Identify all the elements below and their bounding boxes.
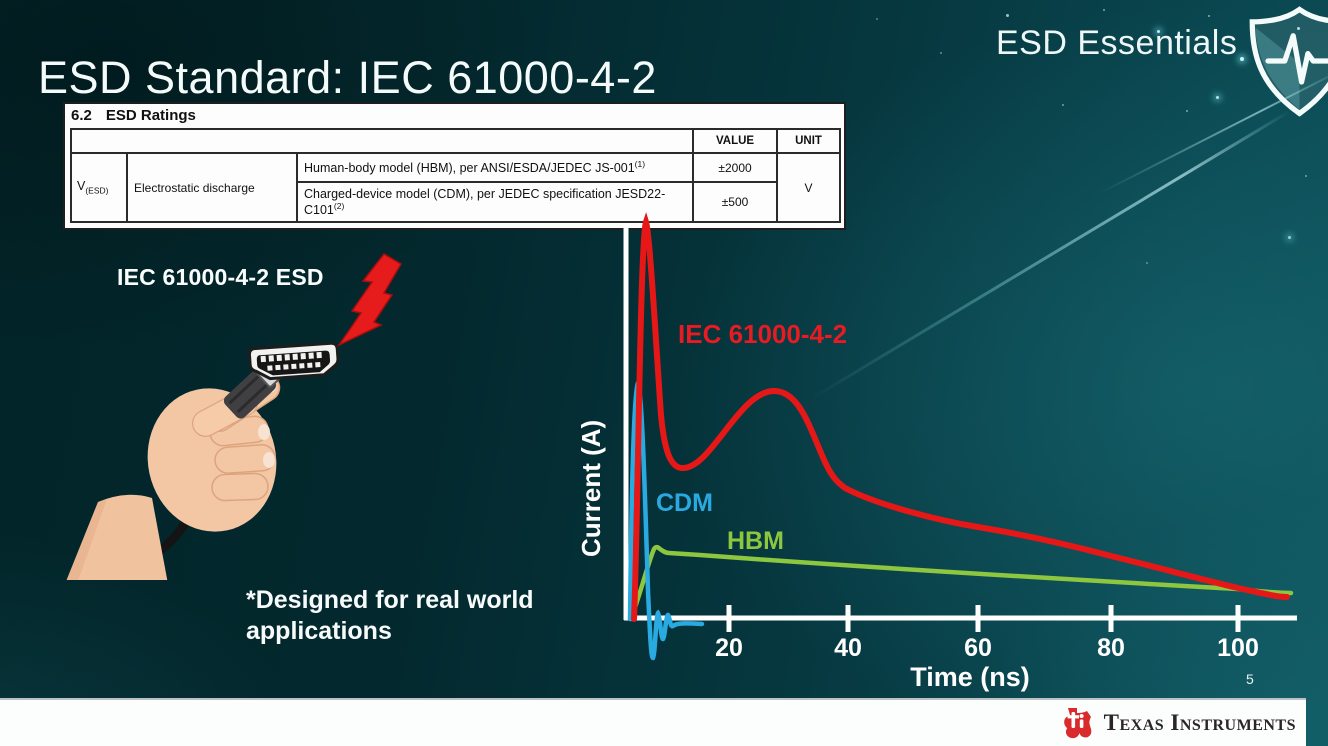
- hbm-description-cell: Human-body model (HBM), per ANSI/ESDA/JE…: [295, 152, 695, 183]
- ti-logo-text: Texas Instruments: [1103, 710, 1296, 735]
- ti-logo-icon: [1063, 708, 1091, 739]
- series-brand-label: ESD Essentials: [996, 24, 1238, 62]
- footnote-text: *Designed for real world applications: [246, 586, 534, 646]
- shield-pulse-icon: [1249, 6, 1328, 117]
- page-number: 5: [1246, 671, 1254, 687]
- hdmi-connector: [247, 341, 340, 381]
- footer-bar: Texas Instruments: [0, 698, 1306, 746]
- tick-label-60: 60: [964, 634, 992, 662]
- series-label-cdm: CDM: [656, 489, 713, 517]
- y-axis-label: Current (A): [576, 420, 606, 557]
- iec-curve: [631, 212, 1290, 622]
- section-name: ESD Ratings: [105, 107, 196, 124]
- unit-cell: V: [776, 152, 842, 223]
- lightning-bolt-icon: [336, 253, 403, 347]
- table-section-title: 6.2 ESD Ratings: [70, 106, 839, 128]
- parameter-name-cell: Electrostatic discharge: [126, 152, 298, 223]
- x-axis-label: Time (ns): [910, 662, 1030, 692]
- ratings-grid: VALUE UNIT V(ESD) Electrostatic discharg…: [69, 128, 842, 223]
- axis-ticks: [726, 605, 1241, 632]
- tick-label-80: 80: [1097, 634, 1125, 662]
- tick-label-40: 40: [834, 634, 862, 662]
- section-number: 6.2: [71, 107, 92, 124]
- wrist: [66, 494, 168, 580]
- column-header-unit: UNIT: [776, 128, 842, 154]
- esd-waveform-chart: IEC 61000-4-2 CDM HBM 20 40 60 80 100 Ti…: [576, 212, 1297, 692]
- blank-header-cell: [69, 128, 695, 154]
- tick-label-20: 20: [715, 634, 743, 662]
- fingers: [209, 415, 276, 502]
- tick-label-100: 100: [1217, 634, 1259, 662]
- hbm-value-cell: ±2000: [692, 152, 779, 183]
- series-label-iec: IEC 61000-4-2: [678, 319, 847, 349]
- esd-ratings-table: 6.2 ESD Ratings VALUE UNIT V(ESD) Electro…: [63, 102, 846, 230]
- cdm-description-cell: Charged-device model (CDM), per JEDEC sp…: [295, 181, 695, 223]
- cdm-value-cell: ±500: [692, 181, 779, 223]
- parameter-symbol-cell: V(ESD): [70, 152, 128, 223]
- column-header-value: VALUE: [692, 128, 779, 154]
- illustration-caption: IEC 61000-4-2 ESD: [117, 264, 324, 290]
- series-label-hbm: HBM: [727, 527, 784, 555]
- esd-strike-illustration: [63, 253, 403, 580]
- page-title: ESD Standard: IEC 61000-4-2: [38, 52, 657, 104]
